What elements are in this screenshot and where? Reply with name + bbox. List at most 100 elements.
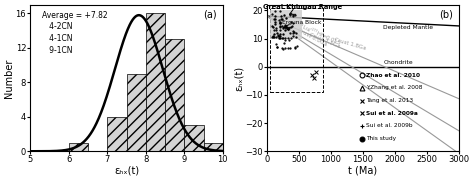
Point <box>288 20 295 23</box>
Point <box>284 28 292 31</box>
Point <box>281 25 289 28</box>
Point <box>269 13 276 16</box>
Point <box>281 23 289 26</box>
Text: Tang et al. 2013: Tang et al. 2013 <box>366 98 413 103</box>
Point <box>271 28 278 31</box>
Point <box>279 33 286 36</box>
Point <box>271 17 279 20</box>
Point <box>290 31 297 34</box>
Point <box>285 38 293 41</box>
Point <box>282 16 290 19</box>
Point <box>276 35 284 37</box>
Point <box>288 25 295 28</box>
Point <box>273 26 280 29</box>
Point <box>292 35 300 38</box>
Bar <box>69 143 88 151</box>
Point <box>272 15 279 17</box>
Text: Great Khingan Range: Great Khingan Range <box>263 4 342 10</box>
Point <box>272 42 280 45</box>
Point <box>277 18 285 21</box>
Point <box>270 33 278 35</box>
Point <box>280 41 287 44</box>
Point <box>273 35 280 38</box>
Point <box>292 31 300 34</box>
Text: This study: This study <box>366 136 396 141</box>
Text: Y.Zhang et al. 2008: Y.Zhang et al. 2008 <box>366 86 423 90</box>
Point <box>292 14 299 17</box>
Point <box>277 14 285 17</box>
Point <box>276 36 284 39</box>
Text: Depleted Mantle: Depleted Mantle <box>383 25 433 30</box>
Point <box>284 27 292 30</box>
Point <box>276 21 284 24</box>
Point <box>279 48 287 50</box>
Point <box>312 71 319 74</box>
Point <box>276 21 283 24</box>
Bar <box>127 74 146 151</box>
Point <box>308 74 316 77</box>
Bar <box>146 14 165 151</box>
Bar <box>270 10 302 39</box>
Text: Average = +7.82
   4-2CN
   4-1CN
   9-1CN: Average = +7.82 4-2CN 4-1CN 9-1CN <box>42 11 108 55</box>
Bar <box>203 143 223 151</box>
Text: (a): (a) <box>203 9 217 19</box>
Text: Sui et al. 2009a: Sui et al. 2009a <box>366 111 418 116</box>
Point <box>310 77 318 80</box>
Point <box>274 34 282 37</box>
Point <box>289 35 297 38</box>
Point <box>281 14 288 16</box>
Point <box>271 21 279 23</box>
Point <box>281 47 289 50</box>
Point <box>271 23 278 26</box>
Point <box>276 29 283 32</box>
Point <box>282 25 290 28</box>
Bar <box>107 117 127 151</box>
Point <box>289 15 297 18</box>
Point <box>292 46 299 49</box>
Point <box>282 26 290 29</box>
Point <box>279 18 286 21</box>
Y-axis label: Number: Number <box>4 58 14 98</box>
Point <box>287 25 295 28</box>
Point <box>275 34 283 37</box>
Bar <box>165 39 184 151</box>
Point <box>273 32 281 35</box>
Point <box>280 37 287 39</box>
Bar <box>184 125 203 151</box>
X-axis label: t (Ma): t (Ma) <box>348 166 378 176</box>
Text: Sui et al. 2009b: Sui et al. 2009b <box>366 123 413 129</box>
Point <box>279 26 287 29</box>
Point <box>278 37 286 40</box>
Point <box>270 25 277 28</box>
Point <box>269 36 277 39</box>
Point <box>283 26 291 29</box>
Text: Zhao et al. 2010: Zhao et al. 2010 <box>366 73 420 78</box>
Point <box>276 20 284 23</box>
Point <box>285 26 292 29</box>
X-axis label: εₕₓ(t): εₕₓ(t) <box>114 166 139 176</box>
Point <box>288 36 295 39</box>
Point <box>278 25 285 28</box>
Point <box>284 47 292 50</box>
Point <box>270 18 278 21</box>
Point <box>273 46 281 49</box>
Point <box>284 37 292 39</box>
Point <box>271 35 278 38</box>
Point <box>287 14 294 17</box>
Bar <box>270 8 323 92</box>
Text: $^{176}$Lu/$^{177}$Hf=0.015: $^{176}$Lu/$^{177}$Hf=0.015 <box>294 19 343 48</box>
Point <box>281 39 289 42</box>
Point <box>277 25 284 28</box>
Point <box>286 47 293 50</box>
Text: Crust 2.5Ga: Crust 2.5Ga <box>309 32 341 49</box>
Point <box>278 46 285 49</box>
Point <box>268 24 276 27</box>
Point <box>281 29 289 32</box>
Point <box>274 34 282 37</box>
Point <box>272 28 279 31</box>
Point <box>286 32 294 35</box>
Point <box>291 47 299 50</box>
Point <box>290 30 298 33</box>
Point <box>273 45 281 48</box>
Point <box>293 44 301 47</box>
